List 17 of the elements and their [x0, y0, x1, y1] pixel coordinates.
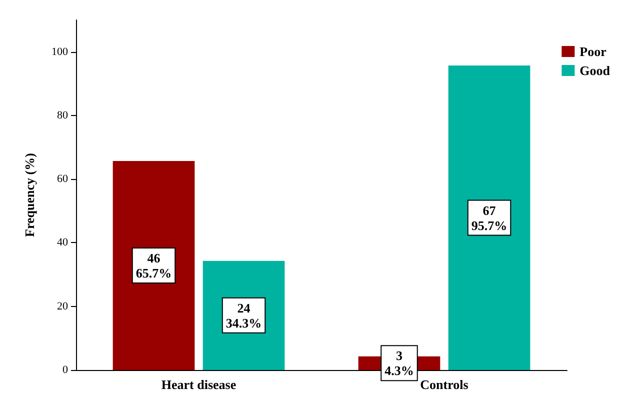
legend-label: Good: [580, 63, 611, 78]
y-tick-label: 60: [57, 173, 68, 186]
x-tick-label: Controls: [420, 377, 468, 392]
y-tick-label: 80: [57, 109, 68, 122]
data-label: 3 4.3%: [384, 348, 414, 378]
x-tick-label: Heart disease: [161, 377, 236, 392]
y-axis-title: Frequency (%): [22, 153, 37, 237]
data-label: 67 95.7%: [471, 202, 508, 233]
y-tick-label: 20: [57, 300, 68, 312]
bar: [112, 160, 195, 370]
y-tick-label: 40: [57, 236, 68, 249]
y-tick-label: 0: [62, 364, 68, 376]
y-tick-label: 100: [52, 46, 68, 58]
legend-label: Poor: [580, 44, 607, 59]
data-label: 46 65.7%: [136, 250, 172, 280]
data-label: 24 34.3%: [226, 300, 262, 330]
bar: [448, 66, 530, 370]
